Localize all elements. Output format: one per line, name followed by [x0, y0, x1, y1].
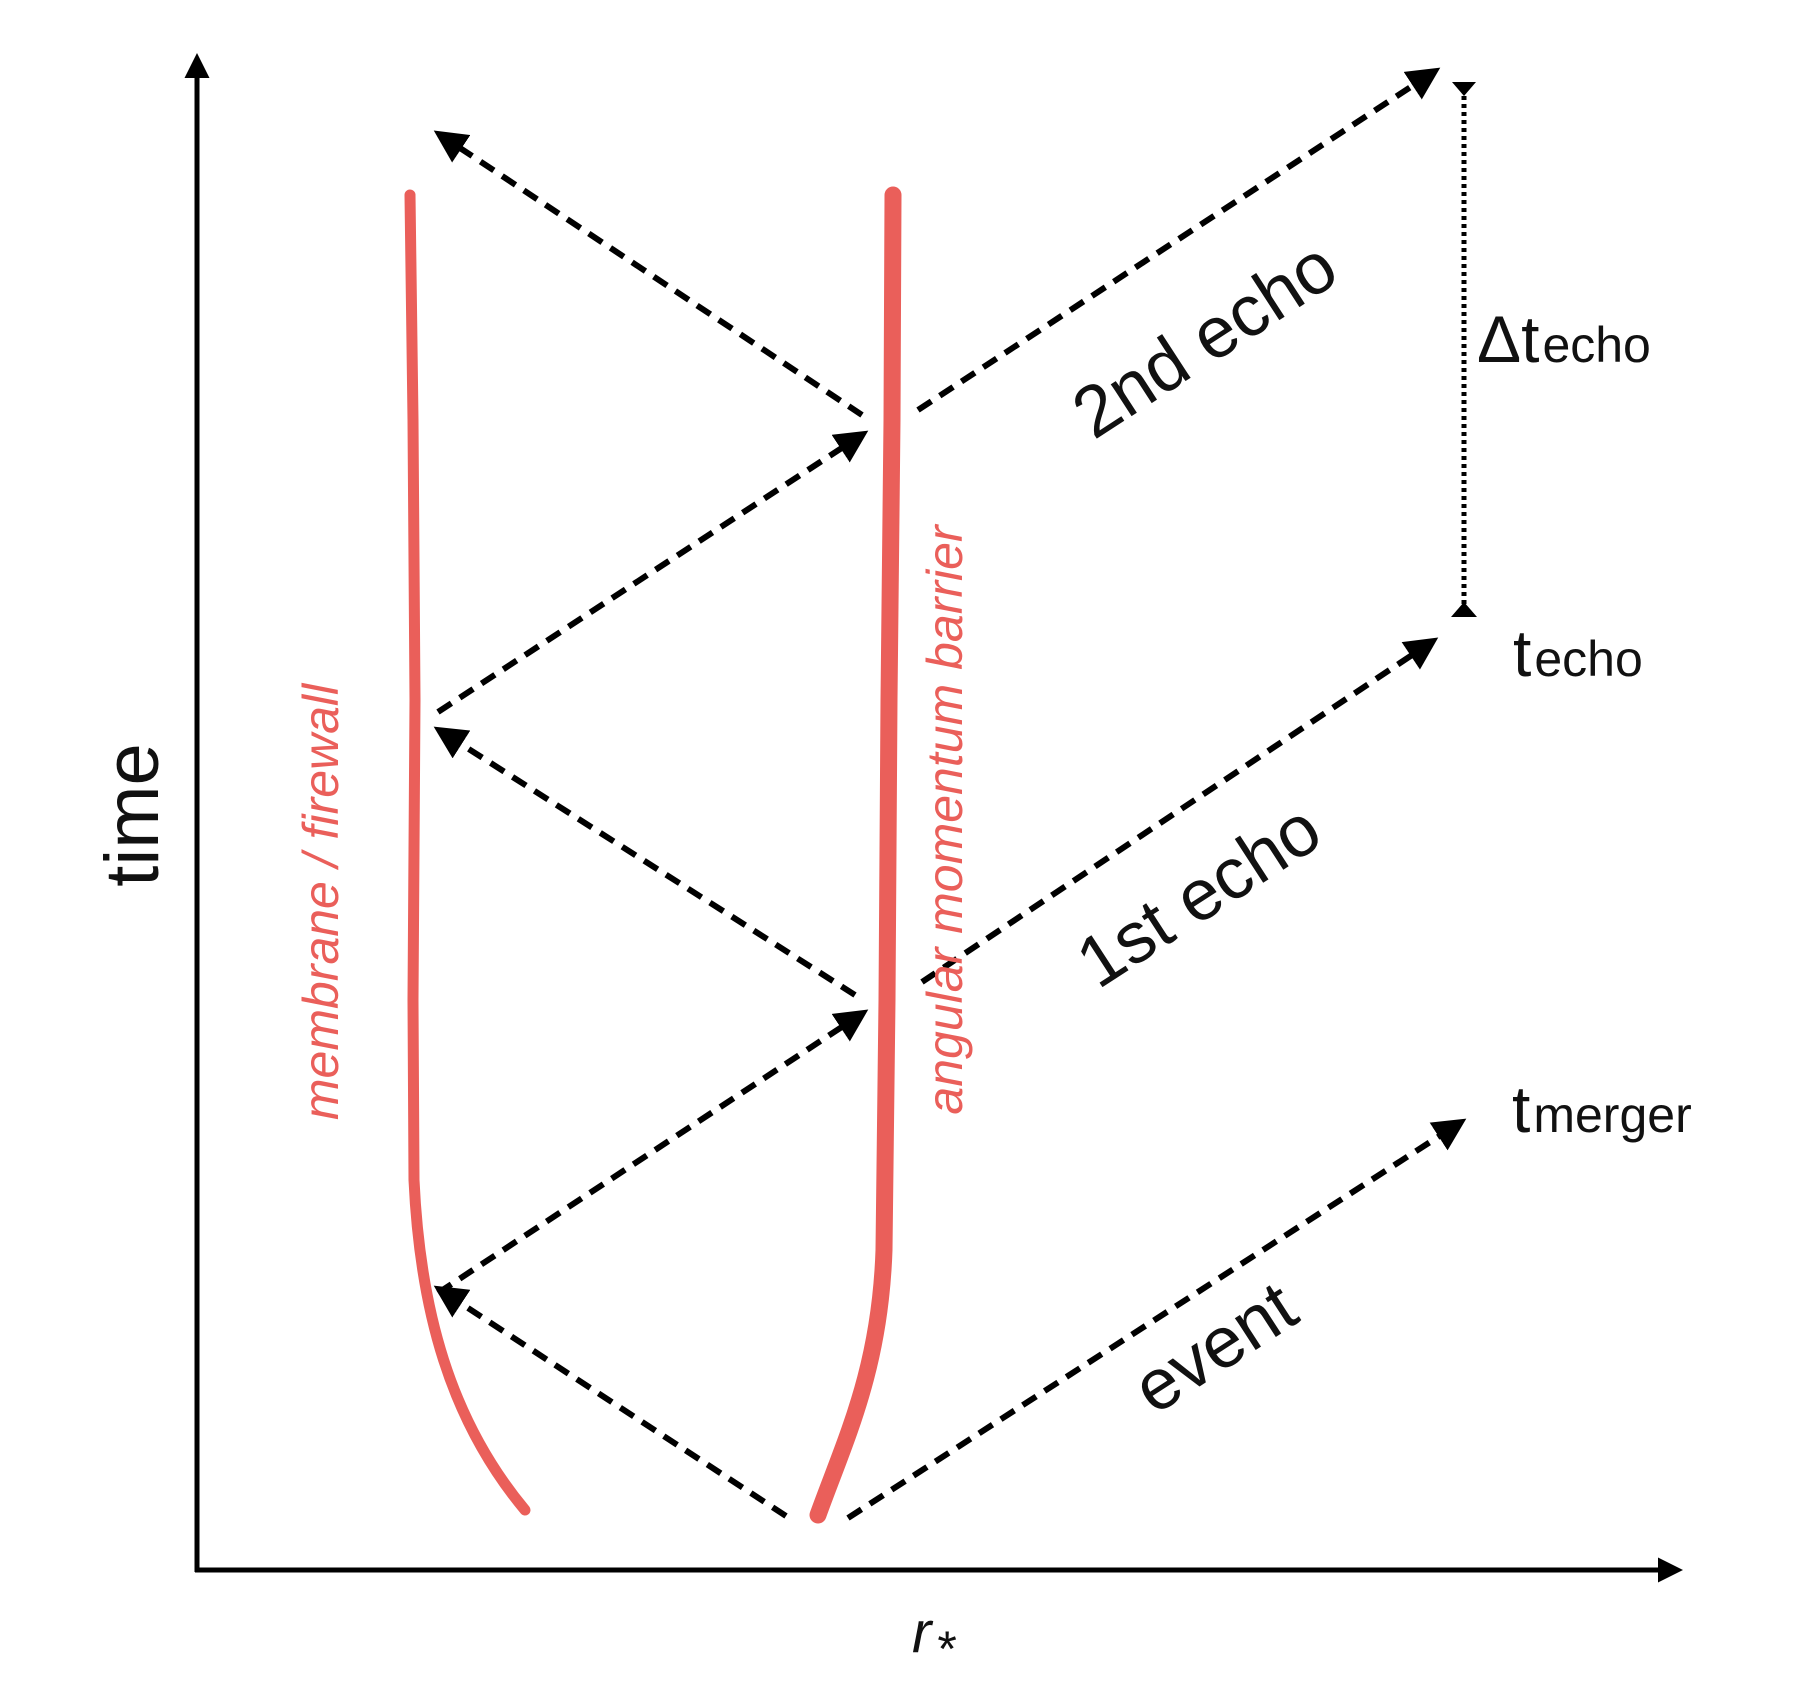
inward-ray-3: [433, 130, 864, 418]
reflected-ray-1: [436, 1009, 869, 1296]
y-axis-label: time: [90, 743, 175, 887]
event-label: event: [1119, 1266, 1310, 1429]
inward-ray-2: [433, 726, 857, 998]
second-echo-label: 2nd echo: [1059, 226, 1351, 454]
inward-ray-1: [433, 1285, 788, 1519]
delta-t-bottom-cap: [1451, 602, 1477, 617]
angular-momentum-barrier-label: angular momentum barrier: [917, 523, 973, 1114]
membrane-firewall-wall: [404, 189, 531, 1516]
x-axis-label: r *: [912, 1600, 957, 1677]
angular-momentum-barrier-wall: [809, 186, 902, 1524]
first-echo-ray: [920, 637, 1439, 985]
reflected-ray-2: [436, 430, 869, 715]
membrane-firewall-label: membrane / firewall: [293, 682, 349, 1120]
delta-t-top-cap: [1452, 82, 1476, 96]
first-echo-label: 1st echo: [1063, 788, 1335, 1003]
t-merger-label: tmerger: [1512, 1072, 1692, 1146]
t-echo-label: techo: [1513, 616, 1643, 690]
delta-t-echo-label: Δtecho: [1477, 302, 1651, 376]
event-ray: [846, 1118, 1467, 1521]
